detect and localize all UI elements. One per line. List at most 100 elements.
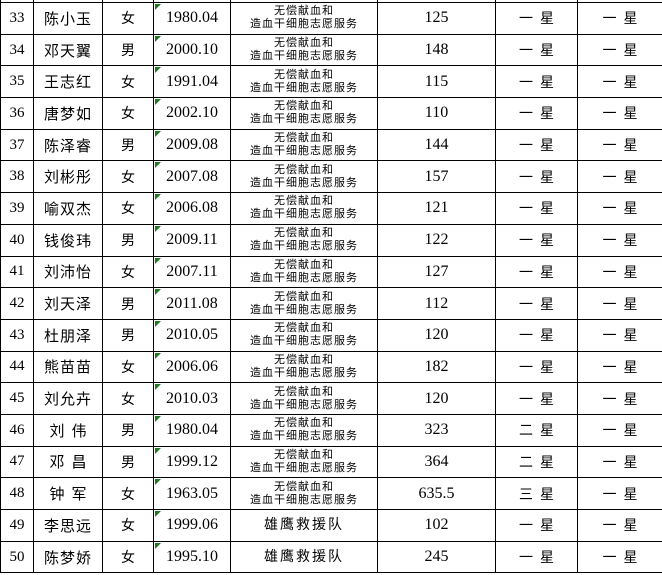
cell-service-hours[interactable]: 148 <box>377 33 496 67</box>
cell-star-rating-secondary[interactable]: 一星 <box>577 382 662 415</box>
cell-service-hours[interactable]: 102 <box>377 509 496 542</box>
cell-star-rating-primary[interactable]: 三星 <box>495 477 578 510</box>
cell-star-rating-secondary[interactable]: 一星 <box>577 540 662 574</box>
cell-birth-date[interactable]: 1963.05 <box>153 477 231 510</box>
cell-birth-date[interactable]: 2000.10 <box>153 33 231 67</box>
cell-gender[interactable]: 女 <box>102 350 154 384</box>
cell-service-team[interactable]: 无偿献血和 造血干细胞志愿服务 <box>230 477 378 510</box>
cell-birth-date[interactable]: 1980.04 <box>153 413 231 447</box>
cell-star-rating-secondary[interactable]: 一星 <box>577 287 662 320</box>
cell-star-rating-primary[interactable]: 一星 <box>495 350 578 384</box>
cell-star-rating-secondary[interactable]: 一星 <box>577 33 662 67</box>
cell-service-hours[interactable]: 144 <box>377 128 496 162</box>
cell-service-team[interactable]: 雄鹰救援队 <box>230 540 378 574</box>
cell-service-team[interactable]: 无偿献血和 造血干细胞志愿服务 <box>230 413 378 447</box>
cell-row-number[interactable]: 48 <box>0 477 34 510</box>
cell-birth-date[interactable]: 2011.08 <box>153 287 231 320</box>
cell-gender[interactable]: 男 <box>102 223 154 257</box>
cell-star-rating-secondary[interactable]: 一星 <box>577 97 662 130</box>
cell-row-number[interactable]: 35 <box>0 65 34 99</box>
cell-star-rating-secondary[interactable]: 一星 <box>577 2 662 35</box>
cell-service-hours[interactable]: 110 <box>377 97 496 130</box>
cell-name[interactable]: 喻双杰 <box>33 192 103 225</box>
cell-star-rating-secondary[interactable]: 一星 <box>577 318 662 352</box>
cell-star-rating-primary[interactable]: 一星 <box>495 509 578 542</box>
cell-service-team[interactable]: 雄鹰救援队 <box>230 509 378 542</box>
cell-star-rating-secondary[interactable]: 一星 <box>577 128 662 162</box>
cell-service-hours[interactable]: 182 <box>377 350 496 384</box>
cell-service-hours[interactable]: 635.5 <box>377 477 496 510</box>
cell-birth-date[interactable]: 2006.06 <box>153 350 231 384</box>
cell-birth-date[interactable]: 1980.04 <box>153 2 231 35</box>
cell-star-rating-primary[interactable]: 一星 <box>495 192 578 225</box>
cell-birth-date[interactable]: 2009.11 <box>153 223 231 257</box>
cell-name[interactable]: 刘沛怡 <box>33 255 103 289</box>
cell-row-number[interactable]: 46 <box>0 413 34 447</box>
cell-gender[interactable]: 女 <box>102 382 154 415</box>
cell-gender[interactable]: 男 <box>102 318 154 352</box>
cell-name[interactable]: 邓天翼 <box>33 33 103 67</box>
cell-service-hours[interactable]: 115 <box>377 65 496 99</box>
cell-gender[interactable]: 女 <box>102 255 154 289</box>
cell-name[interactable]: 刘伟 <box>33 413 103 447</box>
cell-name[interactable]: 刘彬彤 <box>33 160 103 194</box>
cell-star-rating-secondary[interactable]: 一星 <box>577 65 662 99</box>
cell-gender[interactable]: 女 <box>102 65 154 99</box>
cell-service-team[interactable]: 无偿献血和 造血干细胞志愿服务 <box>230 318 378 352</box>
cell-gender[interactable]: 男 <box>102 128 154 162</box>
cell-star-rating-secondary[interactable]: 一星 <box>577 223 662 257</box>
cell-gender[interactable]: 女 <box>102 2 154 35</box>
cell-gender[interactable]: 男 <box>102 445 154 479</box>
cell-name[interactable]: 陈梦娇 <box>33 540 103 574</box>
cell-name[interactable]: 钱俊玮 <box>33 223 103 257</box>
cell-star-rating-primary[interactable]: 一星 <box>495 65 578 99</box>
cell-service-hours[interactable]: 112 <box>377 287 496 320</box>
cell-row-number[interactable]: 50 <box>0 540 34 574</box>
cell-star-rating-primary[interactable]: 二星 <box>495 445 578 479</box>
cell-name[interactable]: 钟军 <box>33 477 103 510</box>
cell-name[interactable]: 陈泽睿 <box>33 128 103 162</box>
cell-gender[interactable]: 男 <box>102 413 154 447</box>
cell-service-team[interactable]: 无偿献血和 造血干细胞志愿服务 <box>230 255 378 289</box>
cell-star-rating-secondary[interactable]: 一星 <box>577 255 662 289</box>
cell-service-team[interactable]: 无偿献血和 造血干细胞志愿服务 <box>230 128 378 162</box>
cell-row-number[interactable]: 44 <box>0 350 34 384</box>
cell-star-rating-primary[interactable]: 一星 <box>495 540 578 574</box>
cell-star-rating-primary[interactable]: 一星 <box>495 223 578 257</box>
cell-star-rating-primary[interactable]: 一星 <box>495 318 578 352</box>
cell-service-team[interactable]: 无偿献血和 造血干细胞志愿服务 <box>230 2 378 35</box>
cell-name[interactable]: 王志红 <box>33 65 103 99</box>
cell-star-rating-primary[interactable]: 二星 <box>495 413 578 447</box>
cell-star-rating-secondary[interactable]: 一星 <box>577 445 662 479</box>
cell-star-rating-primary[interactable]: 一星 <box>495 97 578 130</box>
cell-birth-date[interactable]: 2007.08 <box>153 160 231 194</box>
cell-service-team[interactable]: 无偿献血和 造血干细胞志愿服务 <box>230 445 378 479</box>
cell-service-team[interactable]: 无偿献血和 造血干细胞志愿服务 <box>230 97 378 130</box>
cell-birth-date[interactable]: 2010.05 <box>153 318 231 352</box>
cell-birth-date[interactable]: 1999.12 <box>153 445 231 479</box>
cell-service-hours[interactable]: 157 <box>377 160 496 194</box>
cell-service-hours[interactable]: 125 <box>377 2 496 35</box>
cell-service-hours[interactable]: 120 <box>377 382 496 415</box>
cell-row-number[interactable]: 37 <box>0 128 34 162</box>
cell-service-hours[interactable]: 120 <box>377 318 496 352</box>
cell-star-rating-secondary[interactable]: 一星 <box>577 413 662 447</box>
cell-name[interactable]: 熊苗苗 <box>33 350 103 384</box>
cell-row-number[interactable]: 40 <box>0 223 34 257</box>
cell-row-number[interactable]: 39 <box>0 192 34 225</box>
cell-service-hours[interactable]: 121 <box>377 192 496 225</box>
cell-gender[interactable]: 男 <box>102 33 154 67</box>
cell-row-number[interactable]: 47 <box>0 445 34 479</box>
cell-star-rating-primary[interactable]: 一星 <box>495 255 578 289</box>
cell-birth-date[interactable]: 2002.10 <box>153 97 231 130</box>
cell-birth-date[interactable]: 2010.03 <box>153 382 231 415</box>
cell-service-hours[interactable]: 323 <box>377 413 496 447</box>
cell-service-team[interactable]: 无偿献血和 造血干细胞志愿服务 <box>230 223 378 257</box>
cell-service-team[interactable]: 无偿献血和 造血干细胞志愿服务 <box>230 160 378 194</box>
cell-service-hours[interactable]: 364 <box>377 445 496 479</box>
cell-star-rating-primary[interactable]: 一星 <box>495 287 578 320</box>
cell-star-rating-secondary[interactable]: 一星 <box>577 192 662 225</box>
cell-service-team[interactable]: 无偿献血和 造血干细胞志愿服务 <box>230 65 378 99</box>
cell-birth-date[interactable]: 1991.04 <box>153 65 231 99</box>
cell-row-number[interactable]: 38 <box>0 160 34 194</box>
